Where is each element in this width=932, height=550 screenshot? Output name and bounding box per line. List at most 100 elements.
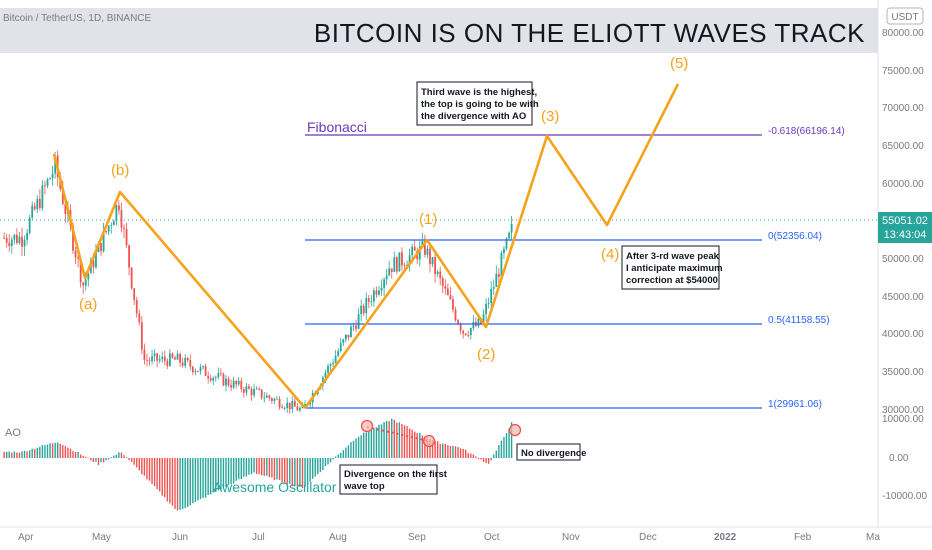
ao-bar bbox=[3, 451, 5, 458]
time-tick: Jul bbox=[252, 532, 265, 543]
ao-bar bbox=[388, 421, 390, 458]
currency-badge-label[interactable]: USDT bbox=[891, 12, 918, 23]
candle-body bbox=[171, 353, 174, 358]
candle-body bbox=[212, 377, 215, 381]
candle-body bbox=[380, 287, 383, 291]
candle-body bbox=[235, 380, 238, 385]
ao-bar bbox=[240, 458, 242, 480]
divergence-marker-2 bbox=[422, 434, 436, 448]
candle-body bbox=[176, 353, 179, 360]
ao-bar bbox=[442, 443, 444, 458]
candle-body bbox=[467, 334, 470, 336]
ao-bar bbox=[470, 453, 472, 458]
ao-bar bbox=[480, 458, 482, 460]
candle-body bbox=[360, 305, 363, 315]
ao-bar bbox=[125, 457, 128, 458]
ao-axis: 10000.00 0.00 -10000.00 bbox=[882, 414, 927, 502]
third-wave-note-line-3: the divergence with AO bbox=[421, 111, 526, 122]
candle-body bbox=[276, 398, 278, 400]
candle-body bbox=[123, 227, 125, 229]
candle-body bbox=[362, 305, 365, 314]
ao-bar bbox=[51, 443, 54, 458]
ao-bar bbox=[181, 458, 184, 510]
ao-bar bbox=[130, 458, 133, 463]
ao-bar bbox=[26, 451, 28, 458]
ao-bar bbox=[153, 458, 156, 487]
ao-bar bbox=[383, 422, 385, 458]
candle-body bbox=[189, 360, 192, 367]
candle-body bbox=[434, 257, 436, 274]
ao-bar bbox=[184, 458, 186, 509]
candle-body bbox=[230, 385, 232, 388]
ao-bar bbox=[141, 458, 143, 475]
ao-bar bbox=[340, 452, 342, 458]
ao-bar bbox=[146, 458, 148, 480]
ao-bar bbox=[273, 458, 276, 481]
candle-body bbox=[237, 380, 240, 385]
candle-body bbox=[8, 242, 11, 247]
ao-bar bbox=[245, 458, 248, 477]
ao-bar bbox=[370, 429, 373, 458]
candle-body bbox=[214, 377, 217, 378]
candle-body bbox=[449, 295, 452, 300]
wave-label-3: (3) bbox=[541, 108, 559, 125]
ao-bar bbox=[79, 454, 82, 458]
ao-bar bbox=[436, 441, 439, 458]
ao-bar bbox=[289, 458, 291, 484]
ao-bar bbox=[493, 454, 495, 458]
ao-bar bbox=[414, 431, 416, 458]
ao-bar bbox=[118, 452, 120, 458]
ao-bar bbox=[373, 427, 375, 458]
candle-body bbox=[72, 225, 74, 251]
ao-label: AO bbox=[5, 427, 21, 439]
candle-body bbox=[186, 358, 189, 361]
awesome-oscillator-label: Awesome Oscillator bbox=[213, 479, 337, 495]
ao-bar bbox=[136, 458, 138, 468]
ao-bar bbox=[85, 456, 87, 458]
ao-bar bbox=[159, 458, 161, 492]
candle-body bbox=[222, 373, 225, 386]
price-tick: 30000.00 bbox=[882, 405, 924, 416]
candle-body bbox=[194, 371, 197, 373]
ao-bar bbox=[62, 445, 64, 458]
time-tick: Dec bbox=[639, 532, 657, 543]
ao-bar bbox=[452, 445, 454, 458]
ao-bar bbox=[396, 422, 398, 458]
candle-body bbox=[411, 246, 414, 256]
candle-body bbox=[503, 248, 505, 254]
ao-bar bbox=[510, 422, 513, 458]
candle-body bbox=[291, 400, 294, 410]
ao-bar bbox=[462, 448, 464, 458]
correction-note-box bbox=[621, 245, 720, 290]
candle-body bbox=[13, 234, 16, 240]
ao-bar bbox=[505, 433, 508, 458]
candle-body bbox=[390, 268, 393, 272]
header-band bbox=[0, 8, 878, 53]
currency-badge[interactable] bbox=[886, 7, 924, 25]
candle-body bbox=[339, 342, 342, 352]
candle-body bbox=[143, 349, 146, 360]
ao-bar bbox=[263, 458, 265, 476]
wave-label-a: (a) bbox=[79, 296, 97, 313]
candle-body bbox=[112, 221, 115, 226]
ao-bar bbox=[21, 451, 23, 458]
candle-body bbox=[10, 239, 13, 247]
price-tick: 45000.00 bbox=[882, 292, 924, 303]
wave-abc-path bbox=[52, 153, 306, 409]
wave-label-5: (5) bbox=[670, 55, 688, 72]
candle-body bbox=[383, 279, 385, 288]
candle-body bbox=[329, 364, 332, 366]
candle-body bbox=[54, 155, 57, 174]
ao-bar bbox=[429, 439, 431, 458]
candle-body bbox=[253, 389, 255, 396]
candle-body bbox=[166, 360, 169, 366]
third-wave-note-line-1: Third wave is the highest, bbox=[421, 87, 537, 98]
ao-bar bbox=[286, 458, 288, 485]
ao-bar bbox=[306, 458, 309, 485]
candle-body bbox=[492, 286, 495, 289]
ao-bar bbox=[169, 458, 171, 504]
fib-label-extension: -0.618(66196.14) bbox=[768, 126, 845, 137]
candle-body bbox=[250, 388, 253, 396]
ao-bar bbox=[100, 458, 102, 463]
ao-bar bbox=[92, 458, 95, 463]
